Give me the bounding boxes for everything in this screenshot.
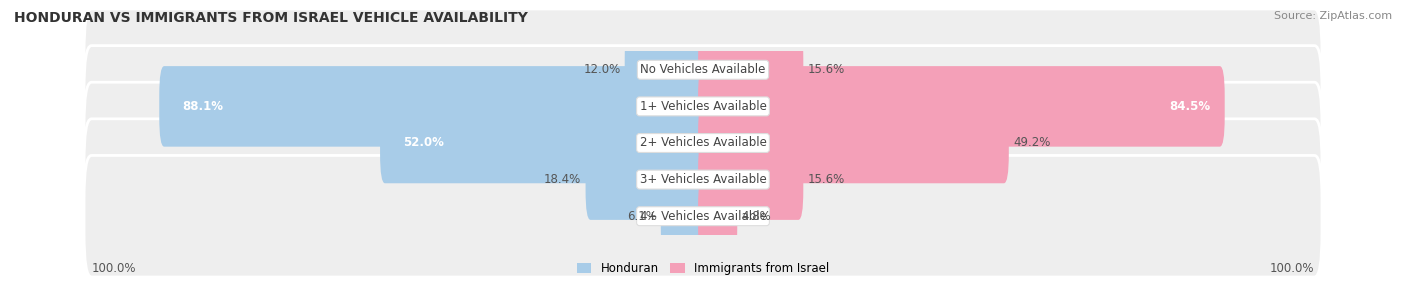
Text: 52.0%: 52.0%: [404, 136, 444, 150]
Text: 3+ Vehicles Available: 3+ Vehicles Available: [640, 173, 766, 186]
FancyBboxPatch shape: [699, 29, 803, 110]
Text: 88.1%: 88.1%: [183, 100, 224, 113]
Text: 84.5%: 84.5%: [1170, 100, 1211, 113]
FancyBboxPatch shape: [699, 66, 1225, 147]
Text: 4+ Vehicles Available: 4+ Vehicles Available: [640, 210, 766, 223]
FancyBboxPatch shape: [159, 66, 707, 147]
Text: HONDURAN VS IMMIGRANTS FROM ISRAEL VEHICLE AVAILABILITY: HONDURAN VS IMMIGRANTS FROM ISRAEL VEHIC…: [14, 11, 527, 25]
FancyBboxPatch shape: [84, 46, 1322, 167]
Text: 15.6%: 15.6%: [807, 63, 845, 76]
FancyBboxPatch shape: [624, 29, 707, 110]
Text: 18.4%: 18.4%: [544, 173, 581, 186]
Text: No Vehicles Available: No Vehicles Available: [640, 63, 766, 76]
FancyBboxPatch shape: [699, 139, 803, 220]
Text: 15.6%: 15.6%: [807, 173, 845, 186]
FancyBboxPatch shape: [380, 103, 707, 183]
Text: 12.0%: 12.0%: [583, 63, 620, 76]
Text: 6.1%: 6.1%: [627, 210, 657, 223]
Text: 100.0%: 100.0%: [1270, 262, 1315, 275]
FancyBboxPatch shape: [699, 176, 737, 257]
FancyBboxPatch shape: [699, 103, 1010, 183]
FancyBboxPatch shape: [84, 82, 1322, 204]
Text: 4.8%: 4.8%: [741, 210, 772, 223]
FancyBboxPatch shape: [84, 9, 1322, 130]
Text: 1+ Vehicles Available: 1+ Vehicles Available: [640, 100, 766, 113]
Text: 49.2%: 49.2%: [1014, 136, 1050, 150]
Text: 2+ Vehicles Available: 2+ Vehicles Available: [640, 136, 766, 150]
Text: Source: ZipAtlas.com: Source: ZipAtlas.com: [1274, 11, 1392, 21]
FancyBboxPatch shape: [661, 176, 707, 257]
FancyBboxPatch shape: [585, 139, 707, 220]
Legend: Honduran, Immigrants from Israel: Honduran, Immigrants from Israel: [572, 258, 834, 280]
FancyBboxPatch shape: [84, 156, 1322, 277]
Text: 100.0%: 100.0%: [91, 262, 136, 275]
FancyBboxPatch shape: [84, 119, 1322, 240]
